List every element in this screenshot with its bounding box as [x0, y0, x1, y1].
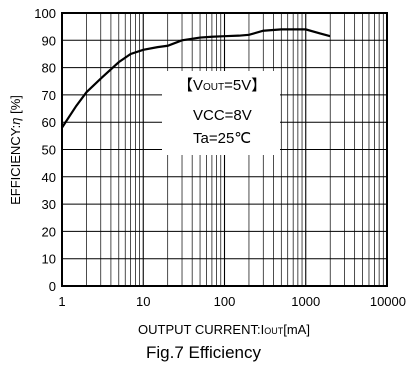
- annotation-vcc: VCC=8V: [193, 107, 252, 124]
- annotation-vout: 【VOUT=5V】: [178, 77, 266, 94]
- y-tick-label: 70: [42, 88, 56, 103]
- x-tick-label: 10000: [370, 294, 406, 309]
- y-tick-label: 0: [49, 279, 56, 294]
- plot-area-frame: [61, 12, 388, 287]
- x-tick-label: 1: [58, 294, 65, 309]
- y-tick-label: 90: [42, 33, 56, 48]
- y-tick-label: 50: [42, 143, 56, 158]
- y-tick-label: 100: [34, 6, 56, 21]
- y-tick-label: 30: [42, 197, 56, 212]
- y-tick-label: 20: [42, 224, 56, 239]
- y-tick-label: 80: [42, 61, 56, 76]
- y-tick-labels: 0 10 20 30 40 50 60 70 80 90 100: [34, 6, 56, 294]
- x-tick-labels: 1 10 100 1000 10000: [58, 294, 406, 309]
- x-tick-label: 100: [214, 294, 236, 309]
- x-tick-label: 1000: [291, 294, 320, 309]
- efficiency-series-line: [61, 28, 331, 129]
- y-tick-label: 40: [42, 170, 56, 185]
- annotation-box: [162, 71, 280, 155]
- x-axis-label: OUTPUT CURRENT:IOUT[mA]: [138, 322, 310, 337]
- figure-caption: Fig.7 Efficiency: [146, 343, 261, 362]
- y-tick-label: 10: [42, 252, 56, 267]
- x-tick-label: 10: [136, 294, 150, 309]
- y-tick-label: 60: [42, 115, 56, 130]
- annotation-ta: Ta=25℃: [193, 130, 251, 147]
- y-axis-label: EFFICIENCY:η [%]: [8, 95, 23, 205]
